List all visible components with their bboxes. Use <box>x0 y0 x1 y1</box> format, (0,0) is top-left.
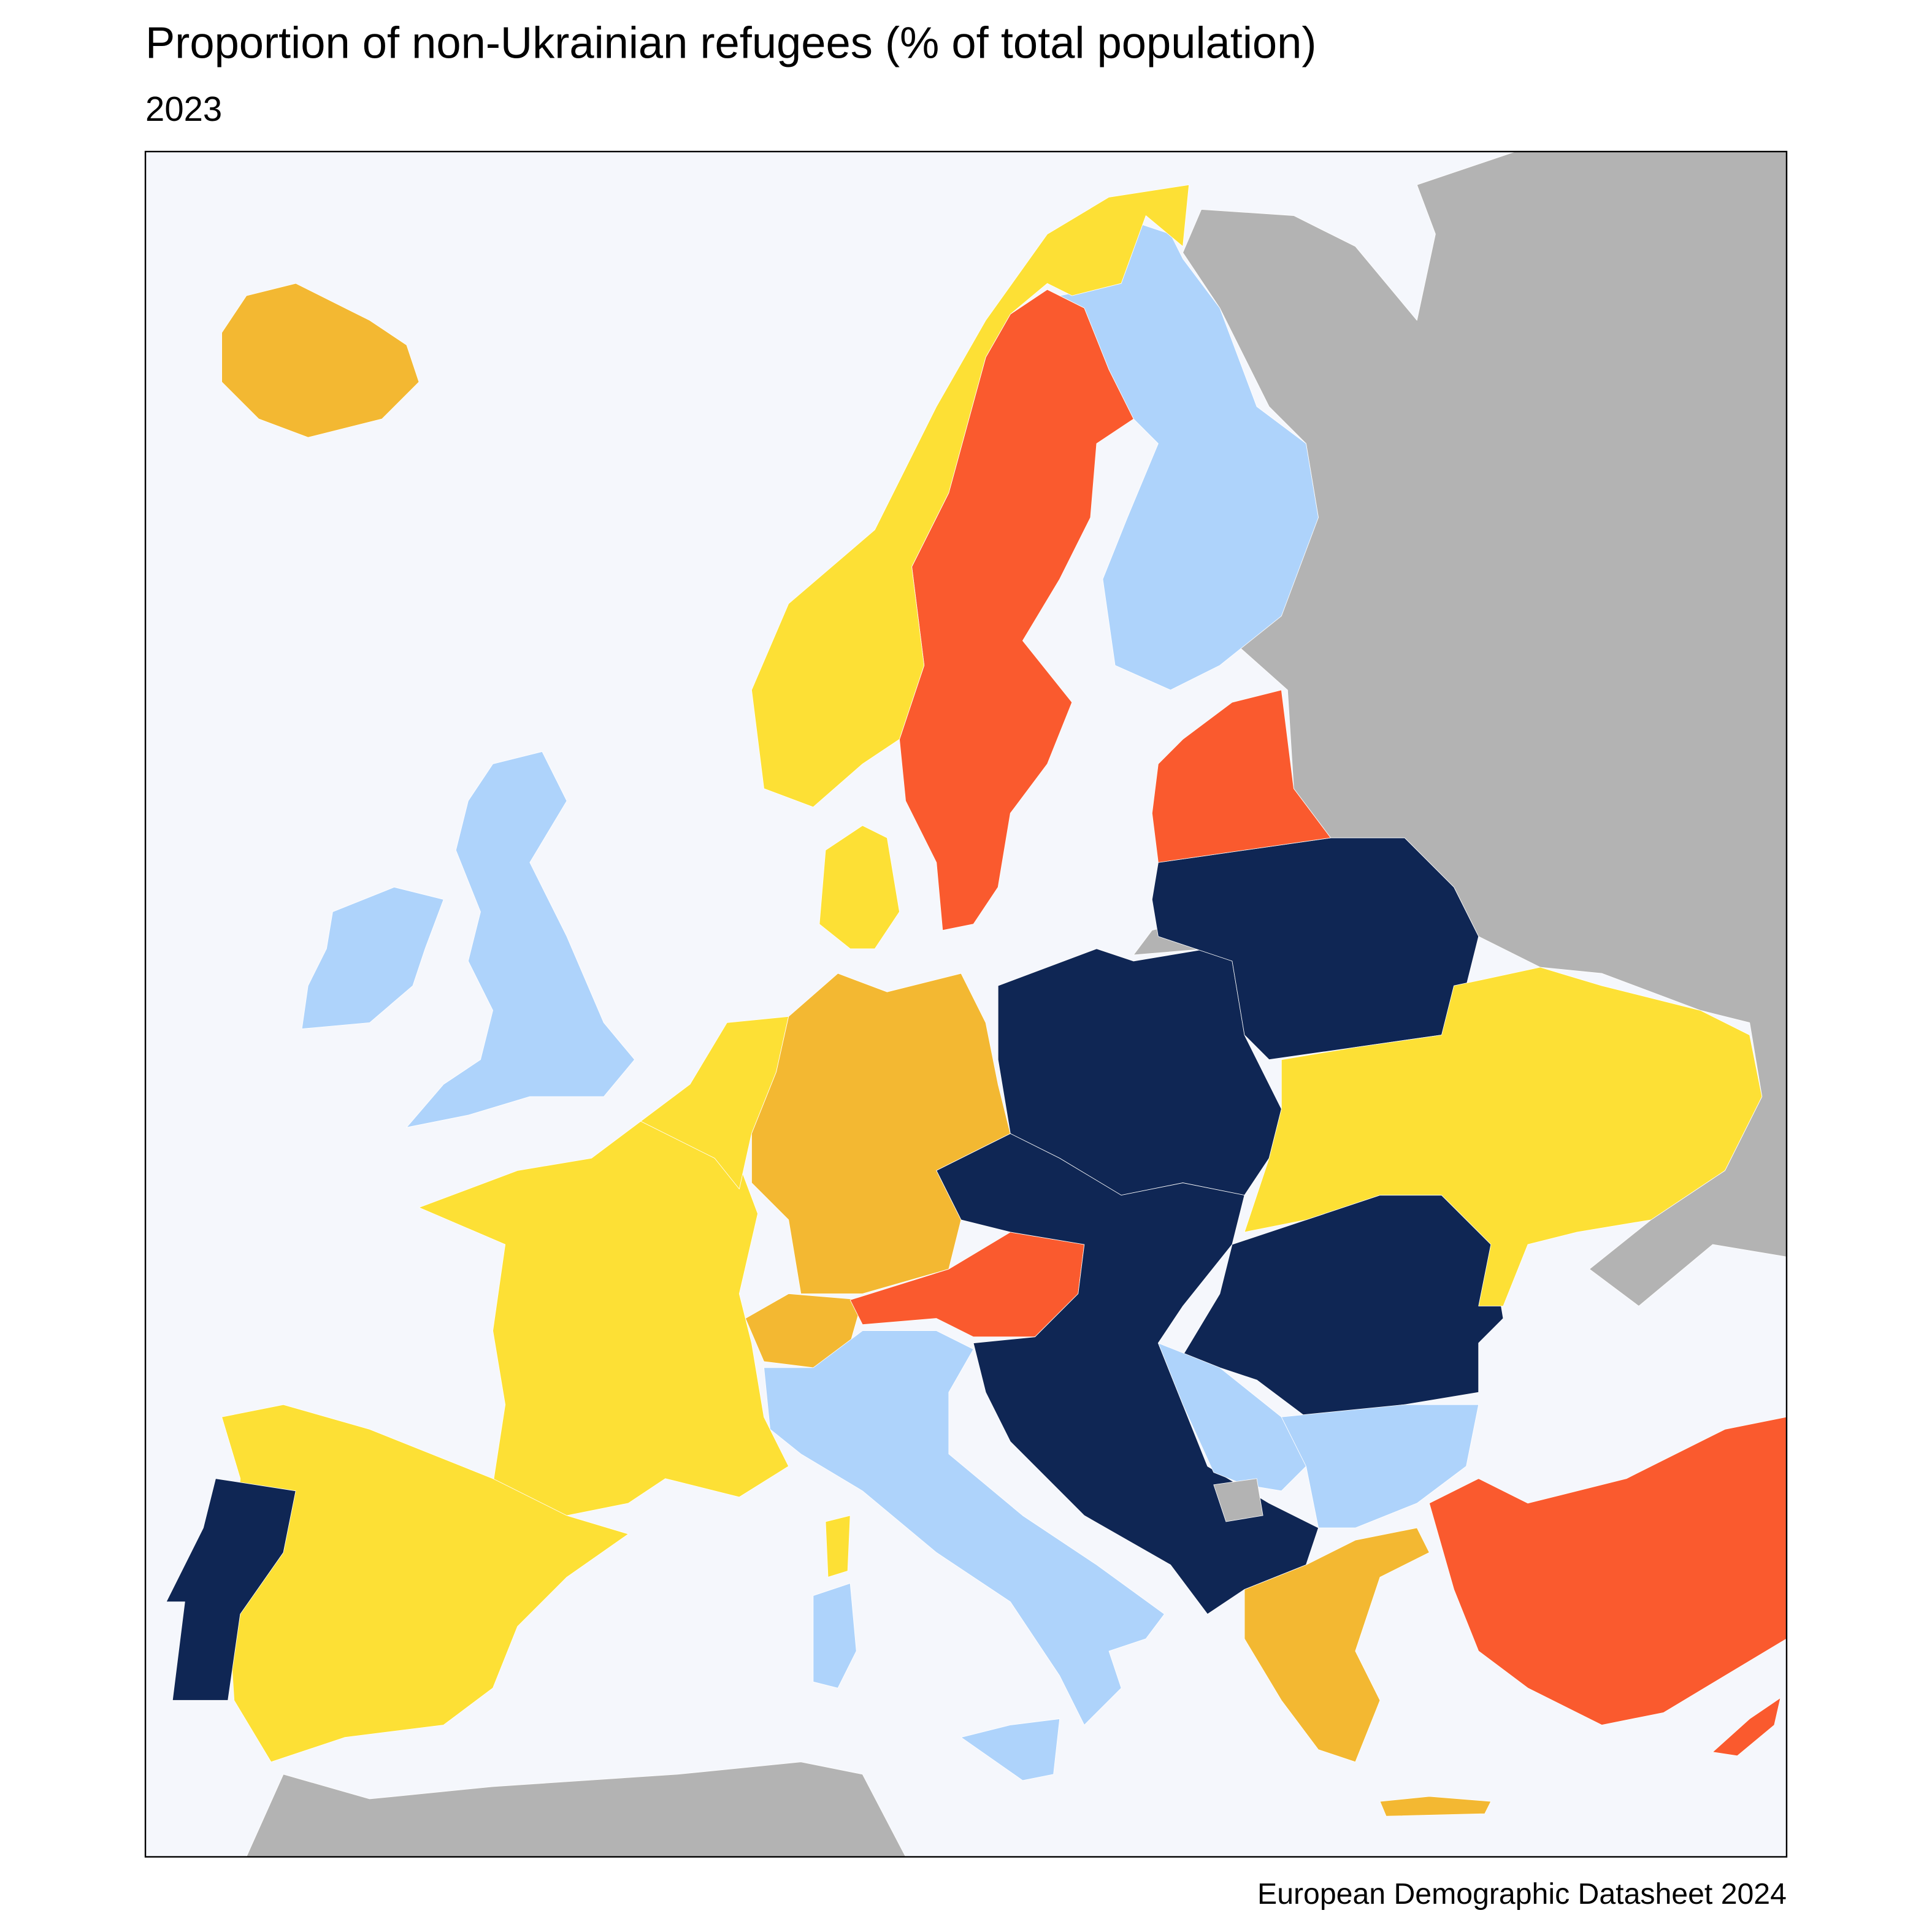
map-subtitle: 2023 <box>145 90 222 128</box>
region-norway <box>751 184 1190 808</box>
region-greece <box>1244 1527 1430 1763</box>
region-kosovo <box>1213 1478 1263 1522</box>
region-ukraine <box>1244 967 1763 1306</box>
map-title: Proportion of non-Ukrainian refugees (% … <box>145 18 1316 67</box>
region-sardinia <box>813 1583 857 1689</box>
panel-border <box>144 150 1788 1858</box>
region-uk <box>406 751 635 1128</box>
map-panel <box>144 150 1788 1858</box>
region-turkey <box>1428 1416 1787 1725</box>
region-iceland <box>221 283 420 438</box>
region-crete <box>1379 1796 1492 1817</box>
map-caption: European Demographic Datasheet 2024 <box>1257 1877 1787 1911</box>
region-baltics <box>1151 689 1332 863</box>
region-sicily <box>960 1719 1060 1781</box>
region-portugal <box>166 1478 296 1701</box>
countries <box>166 151 1787 1857</box>
region-corsica <box>825 1515 851 1577</box>
region-denmark <box>819 825 900 949</box>
region-bulgaria <box>1281 1404 1479 1528</box>
region-italy <box>764 1330 1165 1725</box>
region-ireland <box>301 887 444 1029</box>
region-serbia <box>1157 1343 1306 1492</box>
region-north-africa <box>246 1761 906 1857</box>
region-cyprus <box>1712 1697 1781 1757</box>
